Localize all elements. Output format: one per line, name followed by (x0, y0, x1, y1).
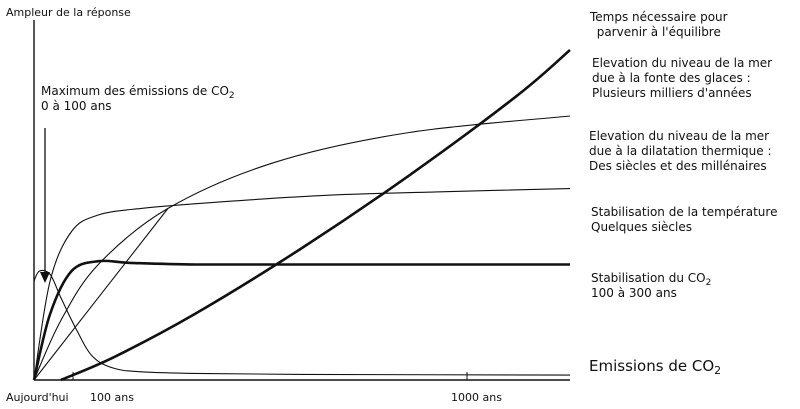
series-line-ice (60, 49, 571, 382)
legend-title-line-2: parvenir à l'équilibre (596, 25, 721, 39)
legend-temperature-line-1: Stabilisation de la température (591, 205, 778, 219)
legend-title-line-1: Temps nécessaire pour (590, 10, 728, 24)
annotation-line-1: Maximum des émissions de CO2 (41, 84, 235, 101)
legend-co2-line-1: Stabilisation du CO2 (591, 271, 712, 288)
legend-ice-line-1: Elevation du niveau de la mer (592, 56, 773, 70)
series-line-co2 (32, 259, 570, 381)
series-layer (32, 49, 571, 382)
annotation-max-emissions: Maximum des émissions de CO2 0 à 100 ans (41, 84, 235, 114)
legend-ice-line-3: Plusieurs milliers d'années (592, 86, 752, 100)
legend-co2-stabilisation: Stabilisation du CO2 100 à 300 ans (591, 271, 711, 301)
legend-thermal-expansion: Elevation du niveau de la mer due à la d… (589, 129, 772, 174)
legend-temperature-line-2: Quelques siècles (591, 220, 692, 234)
legend-temperature: Stabilisation de la température Quelques… (591, 205, 777, 235)
legend-thermal-line-1: Elevation du niveau de la mer (589, 129, 770, 143)
series-line-emissions (33, 269, 571, 376)
x-tick-label-1000: 1000 ans (451, 391, 502, 404)
annotation-line-2: 0 à 100 ans (41, 99, 112, 113)
legend-thermal-line-2: due à la dilatation thermique : (589, 144, 772, 158)
legend-ice-melt: Elevation du niveau de la mer due à la f… (592, 56, 772, 101)
legend-co2-line-2: 100 à 300 ans (591, 286, 677, 300)
series-line-straight (33, 208, 169, 381)
legend-title: Temps nécessaire pour parvenir à l'équil… (590, 10, 728, 40)
annotation-arrowhead (40, 272, 50, 283)
x-tick-label-100: 100 ans (90, 391, 134, 404)
series-line-thermal (33, 115, 571, 381)
legend-emissions: Emissions de CO2 (589, 357, 722, 377)
legend-thermal-line-3: Des siècles et des millénaires (589, 159, 767, 173)
y-axis-label: Ampleur de la réponse (6, 6, 131, 19)
series-line-temperature (33, 188, 571, 381)
legend-ice-line-2: due à la fonte des glaces : (592, 71, 751, 85)
x-tick-label-today: Aujourd'hui (6, 391, 69, 404)
